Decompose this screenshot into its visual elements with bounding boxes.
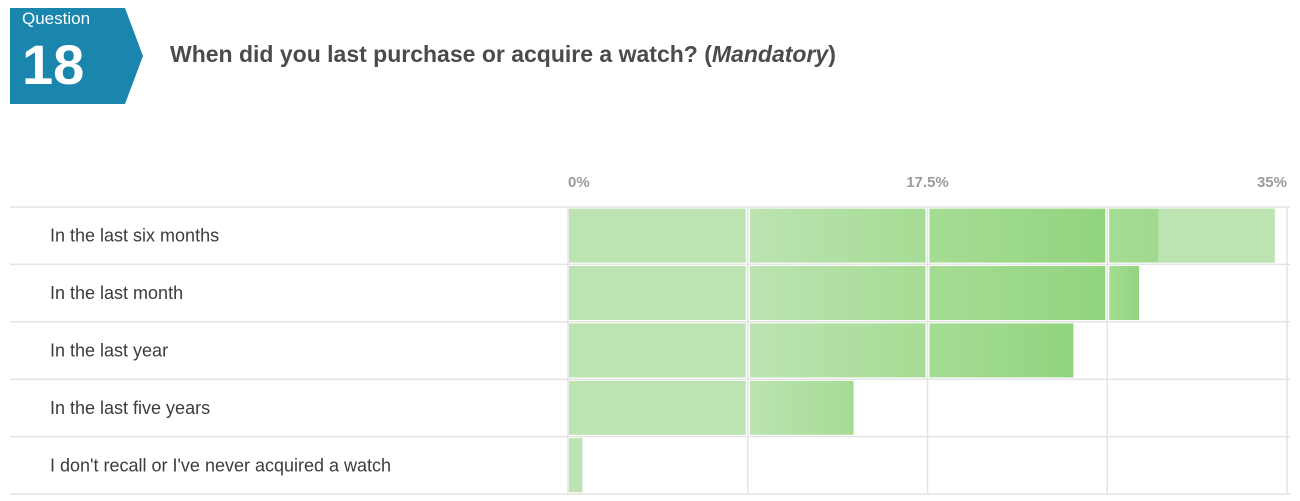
category-label: In the last six months bbox=[50, 226, 219, 246]
bar-segment bbox=[1109, 266, 1140, 320]
question-number: 18 bbox=[22, 33, 85, 96]
bar-segment bbox=[749, 380, 854, 435]
question-mandatory: Mandatory bbox=[711, 41, 829, 67]
bar-segment bbox=[569, 380, 746, 435]
bar-segment bbox=[569, 438, 583, 493]
bar-segment bbox=[749, 266, 926, 320]
category-label: In the last month bbox=[50, 283, 183, 303]
bar-segment bbox=[569, 266, 746, 320]
bar bbox=[569, 208, 1275, 263]
bar-segment bbox=[569, 323, 746, 378]
bar bbox=[569, 380, 854, 435]
tick-label: 0% bbox=[568, 174, 590, 191]
category-label: In the last year bbox=[50, 341, 168, 361]
bar-segment bbox=[929, 208, 1106, 263]
bar-segment bbox=[929, 323, 1074, 378]
bar-segment bbox=[749, 208, 926, 263]
tick-label: 17.5% bbox=[906, 174, 949, 191]
question-close: ) bbox=[828, 41, 836, 67]
question-badge: Question 18 bbox=[10, 8, 143, 104]
bar-segment bbox=[749, 323, 926, 378]
question-badge-label: Question bbox=[22, 9, 91, 28]
bar-segment-tail bbox=[1158, 208, 1275, 263]
bar bbox=[569, 438, 583, 493]
bar-segment bbox=[569, 208, 746, 263]
tick-label: 35% bbox=[1257, 174, 1287, 191]
category-label: I don't recall or I've never acquired a … bbox=[50, 455, 391, 475]
bar bbox=[569, 266, 1140, 320]
category-label: In the last five years bbox=[50, 398, 210, 418]
bar bbox=[569, 323, 1074, 378]
question-title: When did you last purchase or acquire a … bbox=[170, 40, 836, 68]
question-text: When did you last purchase or acquire a … bbox=[170, 41, 712, 67]
bar-segment bbox=[929, 266, 1106, 320]
